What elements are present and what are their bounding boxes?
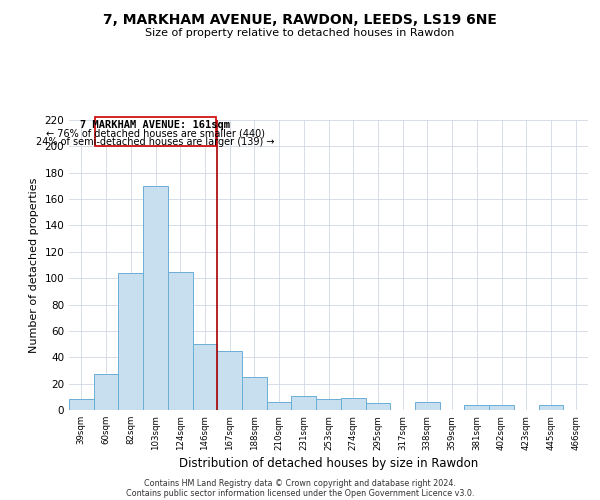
Y-axis label: Number of detached properties: Number of detached properties	[29, 178, 39, 352]
Bar	[464, 404, 489, 410]
Text: 7 MARKHAM AVENUE: 161sqm: 7 MARKHAM AVENUE: 161sqm	[80, 120, 230, 130]
Bar	[292, 396, 316, 410]
Bar	[365, 404, 390, 410]
Bar	[267, 402, 292, 410]
Bar	[69, 400, 94, 410]
Bar	[217, 350, 242, 410]
Text: 24% of semi-detached houses are larger (139) →: 24% of semi-detached houses are larger (…	[36, 137, 275, 147]
Bar	[539, 404, 563, 410]
X-axis label: Distribution of detached houses by size in Rawdon: Distribution of detached houses by size …	[179, 456, 478, 469]
Text: Contains HM Land Registry data © Crown copyright and database right 2024.: Contains HM Land Registry data © Crown c…	[144, 478, 456, 488]
Text: ← 76% of detached houses are smaller (440): ← 76% of detached houses are smaller (44…	[46, 128, 265, 138]
Bar	[118, 273, 143, 410]
Bar	[242, 377, 267, 410]
Bar	[316, 400, 341, 410]
Bar	[168, 272, 193, 410]
FancyBboxPatch shape	[95, 118, 216, 146]
Bar	[193, 344, 217, 410]
Text: Size of property relative to detached houses in Rawdon: Size of property relative to detached ho…	[145, 28, 455, 38]
Bar	[415, 402, 440, 410]
Text: 7, MARKHAM AVENUE, RAWDON, LEEDS, LS19 6NE: 7, MARKHAM AVENUE, RAWDON, LEEDS, LS19 6…	[103, 12, 497, 26]
Bar	[341, 398, 365, 410]
Bar	[94, 374, 118, 410]
Text: Contains public sector information licensed under the Open Government Licence v3: Contains public sector information licen…	[126, 488, 474, 498]
Bar	[489, 404, 514, 410]
Bar	[143, 186, 168, 410]
